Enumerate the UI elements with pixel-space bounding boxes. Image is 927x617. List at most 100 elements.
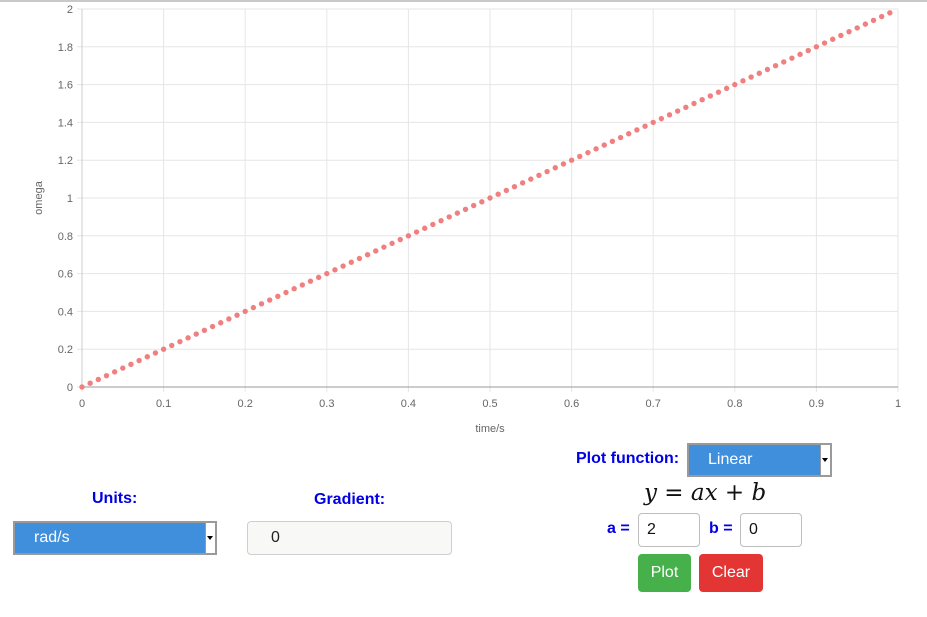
data-point <box>177 338 183 345</box>
data-point <box>136 357 142 364</box>
data-point <box>577 153 583 160</box>
x-tick-label: 0.8 <box>727 398 742 410</box>
chevron-down-icon <box>207 536 213 540</box>
data-point <box>674 108 681 114</box>
plot-function-dropdown-arrow[interactable] <box>820 445 830 475</box>
x-tick-label: 0 <box>79 398 85 410</box>
function-formula: y = ax + b <box>644 480 767 506</box>
data-point <box>299 282 306 288</box>
data-point <box>87 380 93 386</box>
data-point <box>438 217 444 224</box>
clear-button[interactable]: Clear <box>699 554 763 592</box>
data-point <box>568 157 575 163</box>
x-tick-label: 1 <box>895 398 901 410</box>
data-point <box>144 354 150 360</box>
data-point <box>226 316 232 322</box>
data-point <box>324 270 330 277</box>
data-point <box>364 252 371 258</box>
gradient-field[interactable]: 0 <box>247 521 452 555</box>
data-point <box>544 168 550 175</box>
units-select[interactable]: rad/s <box>13 521 217 555</box>
data-point <box>511 183 518 190</box>
plot-function-select[interactable]: Linear <box>687 443 832 477</box>
data-point <box>813 44 820 50</box>
data-point <box>519 180 526 186</box>
units-dropdown-arrow[interactable] <box>205 523 215 553</box>
param-a-input[interactable]: 2 <box>638 513 700 547</box>
data-point <box>79 384 85 390</box>
data-point <box>642 123 648 129</box>
data-point <box>340 263 346 269</box>
data-point <box>266 297 273 303</box>
y-tick-label: 0 <box>67 382 73 394</box>
data-point <box>242 308 248 315</box>
data-point <box>830 36 836 42</box>
window-top-border <box>0 0 927 2</box>
param-b-input[interactable]: 0 <box>740 513 802 547</box>
data-point <box>707 93 714 99</box>
data-point <box>781 59 787 65</box>
units-label: Units: <box>92 490 138 507</box>
data-point <box>283 289 289 296</box>
data-point <box>862 21 869 27</box>
plot-button[interactable]: Plot <box>638 554 691 592</box>
data-point <box>846 28 852 35</box>
data-point <box>854 25 860 31</box>
data-point <box>389 240 395 247</box>
y-tick-label: 0.8 <box>58 231 73 243</box>
x-tick-label: 0.6 <box>564 398 579 410</box>
data-point <box>560 161 567 167</box>
data-point <box>593 146 599 152</box>
data-point <box>470 202 477 209</box>
data-point <box>275 293 281 299</box>
data-point <box>536 172 542 179</box>
data-point <box>740 78 746 84</box>
gradient-value: 0 <box>271 529 280 546</box>
param-b-value: 0 <box>749 521 758 538</box>
data-point <box>552 165 558 171</box>
data-point <box>479 199 485 205</box>
units-selected-value: rad/s <box>34 529 70 546</box>
data-point <box>617 134 624 141</box>
data-point <box>691 100 697 107</box>
param-a-label: a = <box>607 520 630 537</box>
data-point <box>748 74 754 80</box>
data-point <box>650 119 656 126</box>
data-point <box>193 331 199 337</box>
y-tick-label: 1.6 <box>58 80 73 92</box>
data-point <box>348 259 354 265</box>
data-point <box>160 346 167 352</box>
data-point <box>756 70 762 76</box>
data-point <box>658 115 665 122</box>
data-point <box>381 244 387 250</box>
y-tick-label: 1.2 <box>58 155 73 167</box>
y-tick-label: 0.4 <box>58 306 73 318</box>
gradient-label: Gradient: <box>314 491 386 508</box>
data-point <box>732 81 738 88</box>
data-point <box>218 320 224 326</box>
plot-function-label: Plot function: <box>576 450 680 467</box>
data-point <box>601 142 607 148</box>
data-point <box>201 327 208 333</box>
data-point <box>878 13 885 20</box>
data-point <box>307 278 314 284</box>
data-point <box>332 267 338 273</box>
data-point <box>626 131 632 137</box>
chevron-down-icon <box>822 458 828 462</box>
data-point <box>185 335 191 341</box>
data-point <box>356 255 363 262</box>
data-point <box>887 10 893 16</box>
data-point <box>585 149 591 156</box>
omega-vs-time-chart: 0 0.1 0.2 0.3 0.4 0.5 0.6 0.7 0.8 0.9 1 0 0.2 0.4 0.6 0… <box>33 4 901 435</box>
data-point <box>838 32 844 39</box>
param-a-value: 2 <box>647 521 656 538</box>
data-point <box>169 342 175 349</box>
data-point <box>683 104 689 110</box>
param-b-label: b = <box>709 520 733 537</box>
x-axis-title: time/s <box>475 423 505 435</box>
data-point <box>870 17 877 24</box>
y-tick-label: 1.4 <box>58 117 73 129</box>
y-tick-label: 0.2 <box>58 344 73 356</box>
y-tick-label: 0.6 <box>58 269 73 281</box>
data-point <box>503 187 510 194</box>
